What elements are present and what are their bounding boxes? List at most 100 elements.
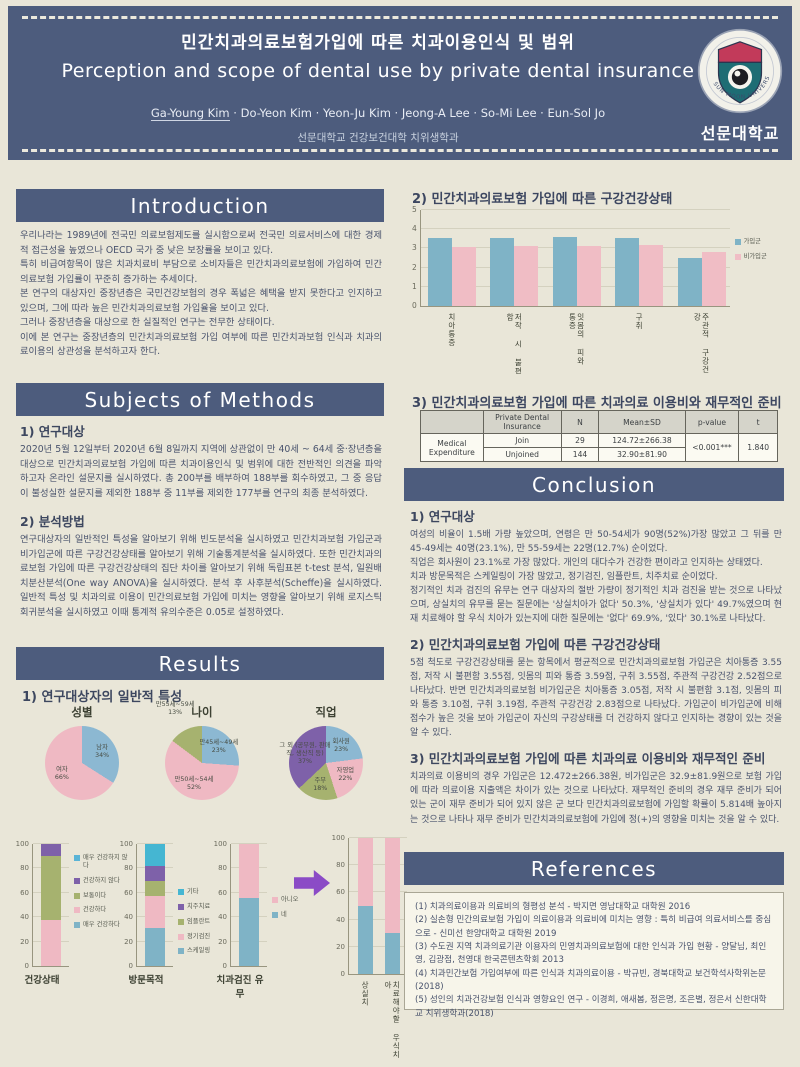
legend: 아니오 네: [272, 896, 326, 919]
legend-swatch: [178, 933, 184, 940]
health-status-chart: 0 20 40 60 80 100 매우 건강하지 않다 건강하지 않다 보통이다 건강하다 매우 …: [16, 840, 128, 986]
legend-label: 가입군: [743, 238, 761, 245]
y-tick-label: 80: [124, 864, 133, 873]
dashed-divider-top: [22, 16, 778, 19]
bar-가입군: [428, 237, 453, 306]
section-title: Subjects of Methods: [84, 387, 316, 412]
conclusion-sub2-body: 5점 척도로 구강건강상태를 묻는 항목에서 평균적으로 민간치과의료보험 가입…: [410, 658, 782, 739]
y-tick-label: 3: [412, 243, 417, 253]
section-title: Introduction: [130, 193, 270, 218]
x-axis-label: 방문목적: [128, 975, 164, 986]
y-tick-label: 100: [15, 840, 29, 848]
bar-segment: [41, 856, 61, 920]
y-tick-label: 40: [218, 913, 227, 922]
y-tick-label: 0: [412, 301, 417, 310]
teeth-status-chart: 020406080100없다있다상실치치료해야할 우식치아: [332, 834, 466, 1063]
university-logo: SUN MOON UNIVERSITY 선문대학교: [692, 24, 788, 144]
pie-chart: 만45세~49세 23% 만50세~54세 52% 만55세~59세 13%: [156, 702, 239, 800]
legend-swatch: [734, 253, 741, 260]
bar-가입군: [615, 237, 640, 306]
y-tick-label: 60: [218, 888, 227, 897]
legend-item: 건강하지 않다: [74, 877, 128, 885]
bar-가입군: [490, 237, 515, 306]
section-title: Results: [158, 651, 242, 676]
legend-label: 기타: [187, 888, 199, 895]
gridline: [349, 864, 407, 866]
pie-slice-label: 주부 18%: [313, 777, 328, 793]
first-author: Ga-Young Kim: [150, 106, 230, 121]
section-header-introduction: Introduction: [16, 189, 384, 222]
table-cell: Unjoined: [482, 447, 562, 462]
pie-slice-label: 만45세~49세 23%: [199, 739, 239, 755]
table-header-cell: Mean±SD: [598, 410, 686, 434]
y-tick-label: 1: [412, 281, 417, 291]
bar-가입군: [677, 257, 702, 306]
pie-title: 직업: [315, 705, 337, 719]
legend-label: 치주치료: [187, 902, 211, 910]
table-cell: 32.90±81.90: [598, 447, 686, 462]
reference-item: (2) 실손형 민간의료보험 가입이 의료이용과 의료비에 미치는 영향 : 특…: [415, 915, 772, 939]
poster-title-korean: 민간치과의료보험가입에 따른 치과이용인식 및 범위: [181, 33, 575, 53]
x-category-label: 주관적 구강건강: [692, 313, 711, 374]
methods-sub2-title: 2) 분석방법: [20, 514, 85, 529]
pie-slice-label: 그 외 (공무원, 판매직, 생산직 등) 37%: [279, 742, 331, 765]
legend-swatch: [74, 892, 80, 899]
chart-body: 0 1 2 3 4 5 가입군 비가입군: [404, 205, 788, 310]
gridline: [420, 209, 730, 210]
bar-segment: [239, 897, 259, 966]
legend-swatch: [178, 948, 184, 955]
y-tick-label: 100: [213, 840, 227, 848]
bar-비가입군: [701, 251, 726, 306]
section-header-methods: Subjects of Methods: [16, 383, 384, 416]
y-tick-label: 0: [222, 962, 227, 970]
chart-body: 0 20 40 60 80 100 매우 건강하지 않다 건강하지 않다 보통이다 건강하다 매우 …: [16, 840, 128, 970]
x-category-label: 저작 시 불편함: [505, 313, 523, 376]
pie-chart: 회사원 23% 자영업 22% 주부 18% 그 외 (공무원, 판매직, 생산직 등…: [279, 726, 363, 800]
visit-purpose-chart: 0 20 40 60 80 100 기타 치주치료 임플란트 정기검진 스케일링 방문목적: [120, 840, 232, 986]
legend: 매우 건강하지 않다 건강하지 않다 보통이다 건강하다 매우 건강하다: [74, 854, 128, 929]
legend-item: 기타: [178, 888, 232, 896]
chart-body: 020406080100없다있다: [332, 834, 466, 978]
y-tick-label: 80: [336, 861, 345, 870]
legend-item: 비가입군: [734, 253, 788, 261]
y-tick-label: 100: [331, 834, 345, 842]
methods-sub1-title: 1) 연구대상: [20, 424, 85, 439]
plot-area: [136, 843, 173, 967]
results-sub1-title: 1) 연구대상자의 일반적 특성: [22, 690, 183, 705]
bar-segment: [145, 928, 165, 966]
legend-swatch: [74, 855, 80, 861]
legend-label: 스케일링: [187, 947, 211, 955]
reference-item: (4) 치과민간보험 가입여부에 따른 인식과 치과의료이용 - 박규빈, 경북…: [415, 968, 766, 992]
conclusion-sub1-body: 여성의 비율이 1.5배 가량 높았으며, 연령은 만 50-54세가 90명(…: [410, 530, 782, 625]
bar-segment: [41, 919, 61, 966]
legend-swatch: [74, 877, 80, 884]
pie-title: 성별: [71, 705, 93, 719]
dental-checkup-chart: 0 20 40 60 80 100 아니오 네 치과검진 유무: [214, 840, 326, 1000]
affiliation: 선문대학교 건강보건대학 치위생학과: [297, 132, 459, 144]
conclusion-sub2-title: 2) 민간치과의료보험 가입에 따른 구강건강상태: [410, 637, 661, 653]
pie-slice-label: 만50세~54세 52%: [174, 776, 214, 792]
y-tick-label: 100: [119, 840, 133, 848]
y-tick-label: 40: [124, 913, 133, 922]
legend-label: 건강하다: [83, 906, 107, 914]
bar-segment: [145, 880, 165, 897]
y-tick-label: 5: [412, 205, 417, 214]
x-category-label: 잇몸의 피와 통증: [568, 313, 586, 366]
demographic-pie-charts: 성별 남자 34% 여자 66% 나이 만45세~49세 23% 만50세~54세 52…: [16, 702, 384, 838]
legend-label: 임플란트: [187, 917, 211, 925]
bar-비가입군: [639, 244, 664, 306]
other-authors: · Do-Yeon Kim · Yeon-Ju Kim · Jeong-A Le…: [229, 106, 606, 120]
pie-slice-label: 여자 66%: [54, 766, 69, 782]
methods-sub2-body: 연구대상자의 일반적인 특성을 알아보기 위해 빈도분석을 실시하였고 민간치과…: [20, 534, 382, 618]
section-header-results: Results: [16, 647, 384, 680]
table-header-row: Private Dental Insurance N Mean±SD p-val…: [420, 410, 778, 434]
t-value-cell: 1.840: [738, 433, 778, 462]
expenditure-table: Private Dental Insurance N Mean±SD p-val…: [420, 410, 778, 462]
legend-item: 임플란트: [178, 918, 232, 926]
legend-item: 매우 건강하다: [74, 921, 128, 929]
conclusion-body: 1) 연구대상 여성의 비율이 1.5배 가량 높았으며, 연령은 만 50-5…: [410, 506, 782, 846]
gridline: [349, 891, 407, 893]
y-tick-label: 40: [336, 915, 345, 924]
legend-swatch: [272, 897, 278, 903]
